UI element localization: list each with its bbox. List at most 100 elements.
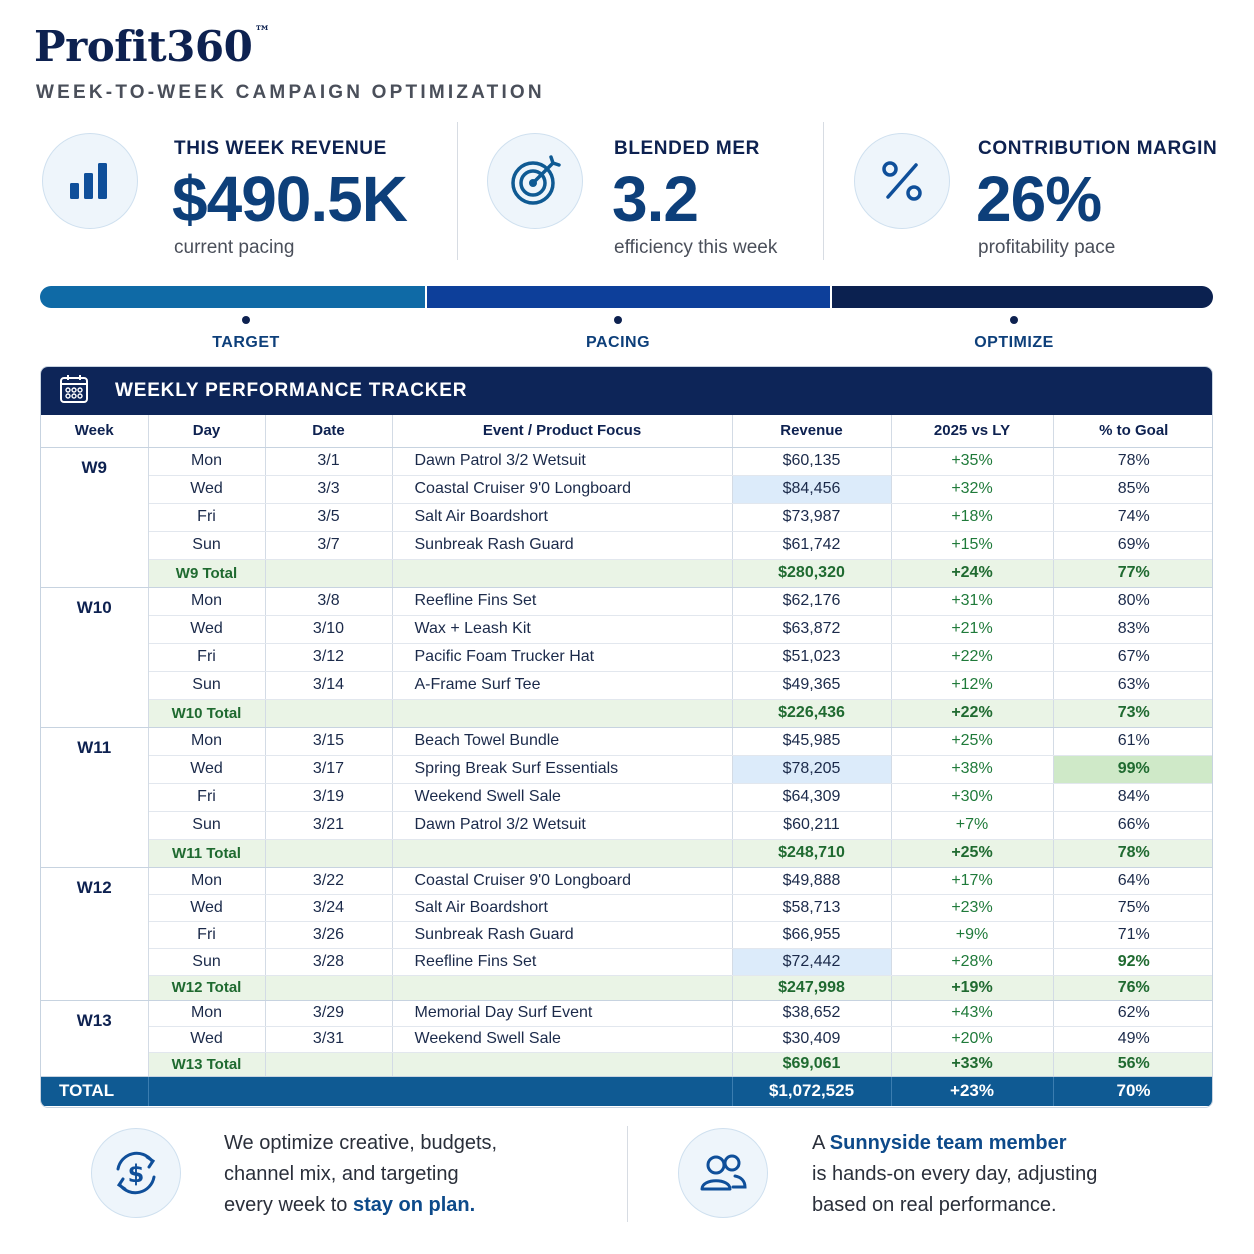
- revenue-cell: $60,135: [732, 447, 892, 476]
- column-header: Day: [148, 415, 266, 448]
- date-cell: 3/1: [265, 447, 393, 476]
- week-total-row: W11 Total $248,710 +25% 78%: [41, 839, 1212, 868]
- event-cell: Reefline Fins Set: [392, 948, 733, 976]
- date-cell: 3/24: [265, 894, 393, 922]
- column-header: Date: [265, 415, 393, 448]
- goal-cell: 92%: [1053, 948, 1212, 976]
- progress-stage-bar: [40, 286, 1213, 308]
- table-row: Wed 3/10 Wax + Leash Kit $63,872 +21% 83%: [41, 615, 1212, 644]
- day-cell: Fri: [148, 643, 266, 672]
- stage-optimize: OPTIMIZE: [934, 316, 1094, 352]
- table-row: Sun 3/21 Dawn Patrol 3/2 Wetsuit $60,211 +7%…: [41, 811, 1212, 840]
- kpi-mer-label: BLENDED MER: [614, 138, 760, 159]
- day-cell: Mon: [148, 447, 266, 476]
- grand-total-goal: 70%: [1053, 1076, 1212, 1106]
- empty-cell: [265, 1052, 393, 1077]
- day-cell: Mon: [148, 727, 266, 756]
- revenue-cell: $30,409: [732, 1026, 892, 1053]
- day-cell: Wed: [148, 894, 266, 922]
- date-cell: 3/14: [265, 671, 393, 700]
- kpi-revenue-value: $490.5K: [172, 163, 408, 235]
- goal-cell: 80%: [1053, 587, 1212, 616]
- dollar-cycle-icon: $: [91, 1128, 181, 1218]
- date-cell: 3/3: [265, 475, 393, 504]
- week-total-goal: 78%: [1053, 839, 1212, 868]
- kpi-margin-label: CONTRIBUTION MARGIN: [978, 138, 1218, 159]
- date-cell: 3/5: [265, 503, 393, 532]
- stage-target-label: TARGET: [212, 334, 280, 351]
- date-cell: 3/15: [265, 727, 393, 756]
- empty-cell: [392, 559, 733, 588]
- table-row: W9 Mon 3/1 Dawn Patrol 3/2 Wetsuit $60,135 +3…: [41, 447, 1212, 588]
- yoy-cell: +22%: [891, 643, 1054, 672]
- date-cell: 3/28: [265, 948, 393, 976]
- grand-total-row: TOTAL $1,072,525 +23% 70%: [41, 1076, 1212, 1106]
- event-cell: Coastal Cruiser 9'0 Longboard: [392, 867, 733, 895]
- day-cell: Sun: [148, 531, 266, 560]
- kpi-revenue-sub: current pacing: [174, 237, 295, 258]
- day-cell: Fri: [148, 783, 266, 812]
- day-cell: Fri: [148, 921, 266, 949]
- yoy-cell: +12%: [891, 671, 1054, 700]
- week-total-yoy: +25%: [891, 839, 1054, 868]
- yoy-cell: +35%: [891, 447, 1054, 476]
- table-row: Sun 3/14 A-Frame Surf Tee $49,365 +12% 63%: [41, 671, 1212, 700]
- empty-cell: [392, 1052, 733, 1077]
- week-total-label: W11 Total: [148, 839, 266, 868]
- week-total-label: W10 Total: [148, 699, 266, 728]
- week-total-revenue: $69,061: [732, 1052, 892, 1077]
- kpi-mer-value: 3.2: [612, 163, 699, 235]
- revenue-cell: $63,872: [732, 615, 892, 644]
- calendar-icon: [59, 374, 89, 408]
- grand-total-revenue: $1,072,525: [732, 1076, 892, 1106]
- table-row: W10 Mon 3/8 Reefline Fins Set $62,176 +31% 80%: [41, 587, 1212, 728]
- footer-right-emphasis: Sunnyside team member: [829, 1132, 1067, 1154]
- week-label: W13: [41, 1000, 149, 1077]
- footer-left-line-text: every week to: [224, 1194, 353, 1216]
- event-cell: Spring Break Surf Essentials: [392, 755, 733, 784]
- footer-divider: [627, 1126, 628, 1222]
- event-cell: Weekend Swell Sale: [392, 1026, 733, 1053]
- event-cell: Wax + Leash Kit: [392, 615, 733, 644]
- goal-cell: 99%: [1053, 755, 1212, 784]
- yoy-cell: +21%: [891, 615, 1054, 644]
- week-total-goal: 73%: [1053, 699, 1212, 728]
- week-total-row: W10 Total $226,436 +22% 73%: [41, 699, 1212, 728]
- goal-cell: 84%: [1053, 783, 1212, 812]
- brand-logo: Profit360 ™: [34, 22, 270, 71]
- brand-name: Profit360: [34, 22, 253, 71]
- kpi-margin-sub: profitability pace: [978, 237, 1116, 258]
- revenue-cell: $78,205: [732, 755, 892, 784]
- event-cell: Memorial Day Surf Event: [392, 1000, 733, 1027]
- week-total-revenue: $280,320: [732, 559, 892, 588]
- table-header-row: Week Day Date Event / Product Focus Reve…: [41, 415, 1212, 448]
- yoy-cell: +25%: [891, 727, 1054, 756]
- week-total-yoy: +24%: [891, 559, 1054, 588]
- event-cell: A-Frame Surf Tee: [392, 671, 733, 700]
- kpi-divider: [823, 122, 824, 260]
- footer-left-line: every week to stay on plan.: [224, 1190, 497, 1221]
- revenue-cell: $66,955: [732, 921, 892, 949]
- day-cell: Wed: [148, 615, 266, 644]
- kpi-row: THIS WEEK REVENUE $490.5K current pacing…: [0, 122, 1254, 262]
- date-cell: 3/26: [265, 921, 393, 949]
- table-body: W9 Mon 3/1 Dawn Patrol 3/2 Wetsuit $60,135 +3…: [41, 447, 1212, 1106]
- yoy-cell: +30%: [891, 783, 1054, 812]
- week-total-row: W9 Total $280,320 +24% 77%: [41, 559, 1212, 588]
- grand-total-label: TOTAL: [41, 1076, 149, 1106]
- week-label: W11: [41, 727, 149, 868]
- kpi-margin-value: 26%: [976, 163, 1102, 235]
- kpi-revenue-label: THIS WEEK REVENUE: [174, 138, 387, 159]
- day-cell: Wed: [148, 475, 266, 504]
- goal-cell: 83%: [1053, 615, 1212, 644]
- stage-dot: [1010, 316, 1018, 324]
- revenue-cell: $49,888: [732, 867, 892, 895]
- date-cell: 3/7: [265, 531, 393, 560]
- revenue-cell: $62,176: [732, 587, 892, 616]
- kpi-divider: [457, 122, 458, 260]
- goal-cell: 67%: [1053, 643, 1212, 672]
- footer-right-line: A Sunnyside team member: [812, 1128, 1097, 1159]
- table-row: Fri 3/26 Sunbreak Rash Guard $66,955 +9% 71%: [41, 921, 1212, 949]
- date-cell: 3/22: [265, 867, 393, 895]
- day-cell: Mon: [148, 1000, 266, 1027]
